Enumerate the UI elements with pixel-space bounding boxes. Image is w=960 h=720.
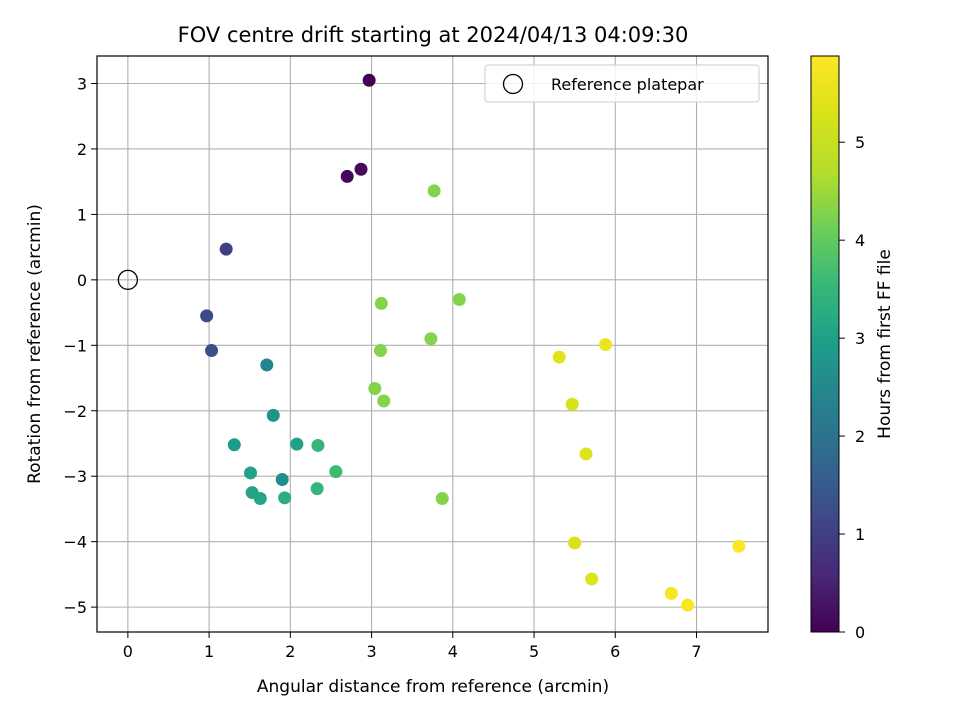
scatter-point <box>599 338 613 352</box>
x-tick-label: 3 <box>366 642 376 661</box>
scatter-point <box>374 344 388 358</box>
x-tick-label: 2 <box>285 642 295 661</box>
colorbar-label: Hours from first FF file <box>875 249 895 439</box>
x-tick-label: 7 <box>691 642 701 661</box>
scatter-point <box>290 437 304 451</box>
scatter-point <box>568 536 582 550</box>
colorbar-tick-label: 2 <box>855 427 865 446</box>
x-tick-label: 4 <box>448 642 458 661</box>
scatter-point <box>452 292 466 306</box>
y-tick-label: 1 <box>77 205 87 224</box>
y-axis-label: Rotation from reference (arcmin) <box>25 204 45 484</box>
plot-frame <box>96 55 769 633</box>
scatter-point <box>340 169 354 183</box>
grid <box>97 56 768 632</box>
colorbar-tick-label: 0 <box>855 623 865 642</box>
scatter-point <box>311 438 325 452</box>
scatter-point <box>310 482 324 496</box>
scatter-point <box>424 332 438 346</box>
scatter-point <box>200 309 214 323</box>
y-tick-label: 0 <box>77 271 87 290</box>
chart-title: FOV centre drift starting at 2024/04/13 … <box>178 23 689 47</box>
legend-entry-reference-platepar: Reference platepar <box>551 75 704 94</box>
data-points <box>200 73 746 612</box>
y-tick-label: −5 <box>63 598 87 617</box>
colorbar-tick-label: 1 <box>855 525 865 544</box>
x-axis-label: Angular distance from reference (arcmin) <box>257 677 609 697</box>
colorbar-tick-label: 5 <box>855 133 865 152</box>
scatter-point <box>278 491 292 505</box>
scatter-point <box>374 296 388 310</box>
legend: Reference platepar <box>484 64 760 103</box>
scatter-point <box>585 572 599 586</box>
x-tick-label: 6 <box>610 642 620 661</box>
y-tick-label: 2 <box>77 140 87 159</box>
scatter-point <box>354 162 368 176</box>
scatter-point <box>227 438 241 452</box>
scatter-point <box>368 382 382 396</box>
y-tick-label: −4 <box>63 533 87 552</box>
y-tick-label: −1 <box>63 336 87 355</box>
scatter-point <box>253 491 267 505</box>
scatter-point <box>552 350 566 364</box>
legend-marker <box>502 73 524 95</box>
scatter-point <box>579 447 593 461</box>
y-tick-label: 3 <box>77 74 87 93</box>
x-tick-label: 5 <box>529 642 539 661</box>
scatter-point <box>732 539 746 553</box>
scatter-point <box>565 397 579 411</box>
y-tick-label: −2 <box>63 402 87 421</box>
y-tick-label: −3 <box>63 467 87 486</box>
scatter-point <box>266 408 280 422</box>
scatter-point <box>260 358 274 372</box>
scatter-point <box>244 466 258 480</box>
scatter-point <box>219 242 233 256</box>
scatter-point <box>435 491 449 505</box>
scatter-point <box>362 73 376 87</box>
plot-area: 0 1 2 3 4 5 6 7 −5 −4 −3 −2 −1 0 1 2 3 <box>63 55 769 661</box>
reference-platepar-point <box>117 269 139 291</box>
x-tick-label: 0 <box>123 642 133 661</box>
scatter-point <box>681 598 695 612</box>
scatter-point <box>275 472 289 486</box>
reference-marker <box>117 269 139 291</box>
x-tick-label: 1 <box>204 642 214 661</box>
x-axis-ticks: 0 1 2 3 4 5 6 7 <box>123 632 702 661</box>
scatter-point <box>427 184 441 198</box>
scatter-point <box>329 465 343 479</box>
legend-box <box>484 64 760 103</box>
colorbar-gradient <box>810 55 840 633</box>
scatter-point <box>377 394 391 408</box>
colorbar: 0 1 2 3 4 5 Hours from first FF file <box>810 55 895 642</box>
scatter-point <box>205 344 219 358</box>
colorbar-tick-label: 4 <box>855 231 865 250</box>
colorbar-ticks: 0 1 2 3 4 5 <box>839 133 865 642</box>
colorbar-tick-label: 3 <box>855 329 865 348</box>
y-axis-ticks: −5 −4 −3 −2 −1 0 1 2 3 <box>63 74 97 617</box>
scatter-point <box>664 586 678 600</box>
